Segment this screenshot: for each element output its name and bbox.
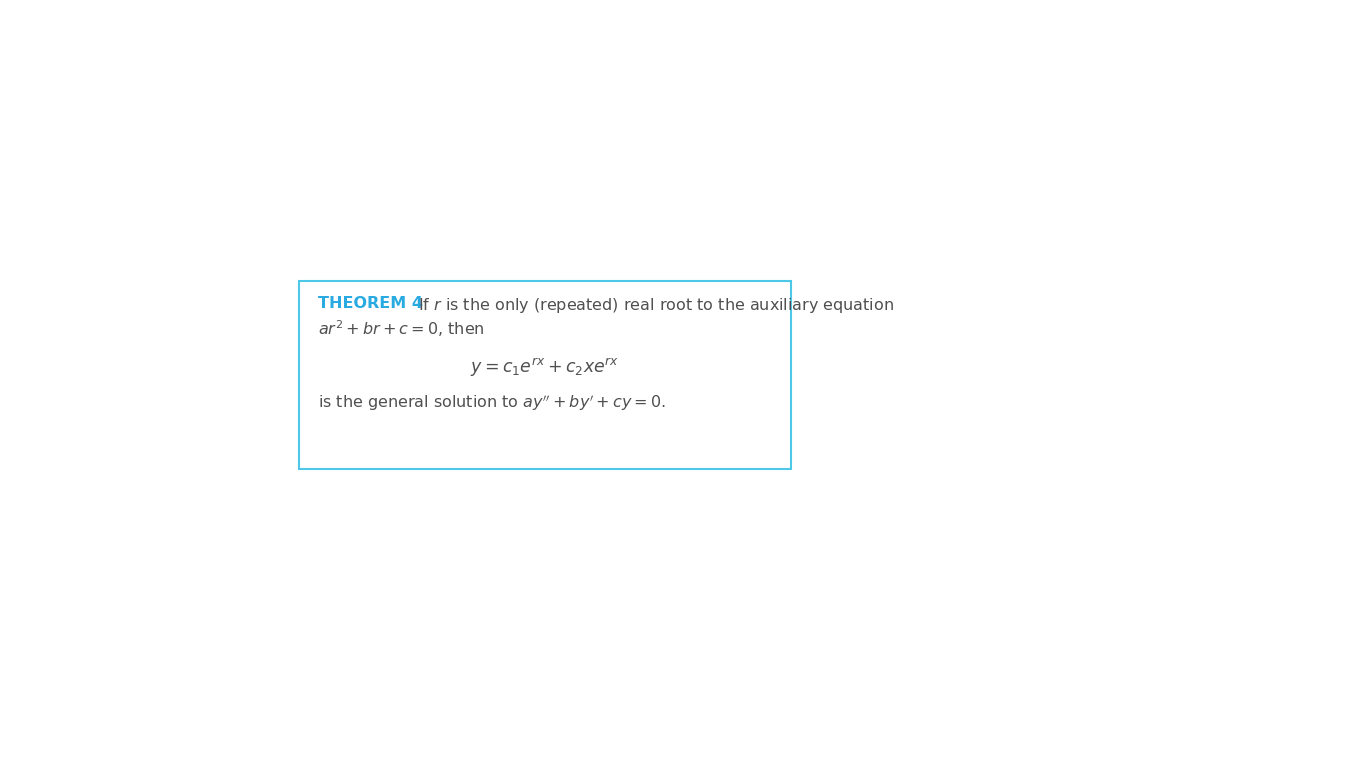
Text: If $r$ is the only (repeated) real root to the auxiliary equation: If $r$ is the only (repeated) real root … bbox=[418, 296, 895, 315]
Text: $y = c_1 e^{rx} + c_2 x e^{rx}$: $y = c_1 e^{rx} + c_2 x e^{rx}$ bbox=[470, 356, 619, 379]
Text: $ar^2 + br + c = 0$, then: $ar^2 + br + c = 0$, then bbox=[318, 318, 485, 339]
Text: is the general solution to $ay'' + by' + cy = 0$.: is the general solution to $ay'' + by' +… bbox=[318, 392, 665, 412]
FancyBboxPatch shape bbox=[299, 281, 791, 469]
Text: THEOREM 4: THEOREM 4 bbox=[318, 296, 422, 310]
